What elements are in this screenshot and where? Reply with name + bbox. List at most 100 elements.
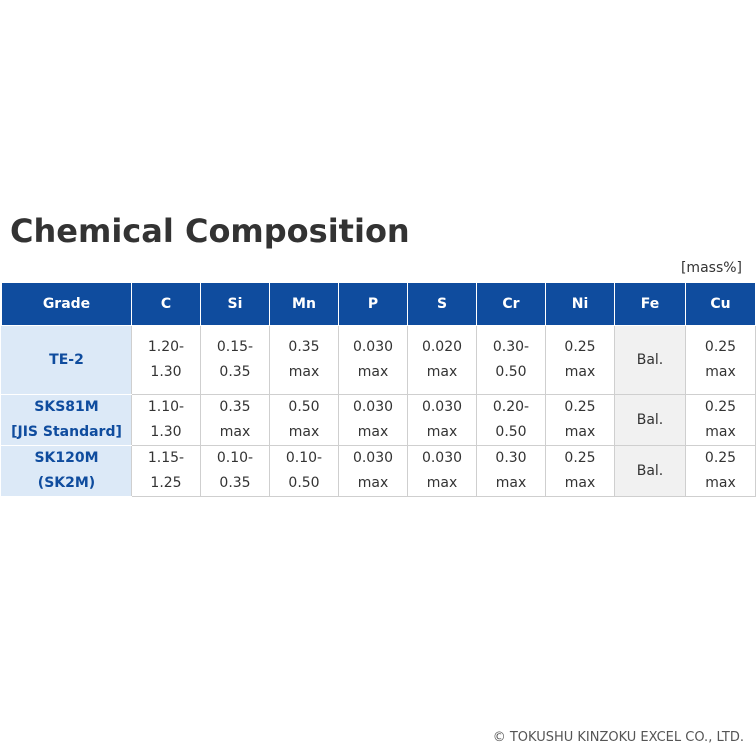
value-line: max xyxy=(357,424,389,440)
header-cu: Cu xyxy=(685,282,756,326)
value-line: 0.25 xyxy=(564,339,596,355)
value-line: 0.030 xyxy=(421,399,463,415)
grade-standard: [JIS Standard] xyxy=(11,424,122,440)
grade-alias: (SK2M) xyxy=(37,475,96,491)
value-line: max xyxy=(564,424,596,440)
cell-p: 0.030 max xyxy=(338,394,408,446)
value-line: max xyxy=(426,475,458,491)
value-line: max xyxy=(288,424,320,440)
value-line: 0.030 xyxy=(421,450,463,466)
value-line: max xyxy=(357,364,389,380)
cell-s: 0.030 max xyxy=(407,394,477,446)
value-line: 0.50 xyxy=(288,399,320,415)
cell-ni: 0.25 max xyxy=(545,394,615,446)
cell-fe: Bal. xyxy=(614,325,686,395)
value-line: 0.50 xyxy=(288,475,320,491)
value-line: 1.10- xyxy=(147,399,185,415)
cell-ni: 0.25 max xyxy=(545,445,615,497)
cell-cu: 0.25 max xyxy=(685,394,756,446)
value-line: 0.35 xyxy=(219,399,251,415)
value-line: 0.25 xyxy=(564,399,596,415)
value-line: 0.35 xyxy=(219,364,251,380)
header-c: C xyxy=(131,282,201,326)
cell-si: 0.10- 0.35 xyxy=(200,445,270,497)
value-line: 0.30- xyxy=(492,339,530,355)
value-line: 0.10- xyxy=(285,450,323,466)
value-line: 0.25 xyxy=(704,450,737,466)
value-line: 0.30 xyxy=(495,450,527,466)
cell-fe: Bal. xyxy=(614,445,686,497)
header-s: S xyxy=(407,282,477,326)
cell-fe: Bal. xyxy=(614,394,686,446)
cell-cr: 0.30- 0.50 xyxy=(476,325,546,395)
value-line: 1.25 xyxy=(150,475,182,491)
value-line: 0.15- xyxy=(216,339,254,355)
cell-s: 0.020 max xyxy=(407,325,477,395)
value-line: 0.25 xyxy=(704,339,737,355)
value-line: 0.35 xyxy=(288,339,320,355)
value-line: Bal. xyxy=(636,462,664,479)
grade-name: TE-2 xyxy=(49,351,84,368)
value-line: 0.35 xyxy=(219,475,251,491)
cell-cu: 0.25 max xyxy=(685,445,756,497)
value-line: 0.020 xyxy=(421,339,463,355)
value-line: 1.30 xyxy=(150,424,182,440)
value-line: max xyxy=(564,364,596,380)
page-title: Chemical Composition xyxy=(10,212,410,250)
value-line: 0.50 xyxy=(495,364,527,380)
copyright-notice: © TOKUSHU KINZOKU EXCEL CO., LTD. xyxy=(492,730,744,745)
grade-cell: TE-2 xyxy=(1,325,132,395)
table-header-row: Grade C Si Mn P S Cr Ni Fe Cu xyxy=(1,282,756,326)
value-line: Bal. xyxy=(636,411,664,428)
value-line: 0.030 xyxy=(352,450,394,466)
value-line: 0.25 xyxy=(564,450,596,466)
value-line: max xyxy=(288,364,320,380)
table-row: SKS81M [JIS Standard] 1.10- 1.30 0.35 max … xyxy=(1,394,756,446)
value-line: max xyxy=(426,364,458,380)
header-fe: Fe xyxy=(614,282,686,326)
cell-mn: 0.35 max xyxy=(269,325,339,395)
header-grade: Grade xyxy=(1,282,132,326)
value-line: 0.25 xyxy=(704,399,737,415)
value-line: 0.030 xyxy=(352,399,394,415)
cell-si: 0.15- 0.35 xyxy=(200,325,270,395)
table-row: SK120M (SK2M) 1.15- 1.25 0.10- 0.35 0.10- 0… xyxy=(1,445,756,497)
composition-table: Grade C Si Mn P S Cr Ni Fe Cu TE-2 1.20-… xyxy=(1,282,756,497)
cell-mn: 0.10- 0.50 xyxy=(269,445,339,497)
header-ni: Ni xyxy=(545,282,615,326)
table-row: TE-2 1.20- 1.30 0.15- 0.35 0.35 max 0.030 ma… xyxy=(1,325,756,395)
cell-cu: 0.25 max xyxy=(685,325,756,395)
value-line: 0.10- xyxy=(216,450,254,466)
value-line: 1.30 xyxy=(150,364,182,380)
value-line: 1.20- xyxy=(147,339,185,355)
value-line: max xyxy=(495,475,527,491)
cell-si: 0.35 max xyxy=(200,394,270,446)
value-line: max xyxy=(219,424,251,440)
cell-c: 1.10- 1.30 xyxy=(131,394,201,446)
value-line: 0.030 xyxy=(352,339,394,355)
value-line: max xyxy=(705,475,736,491)
grade-name: SKS81M xyxy=(34,399,99,415)
cell-p: 0.030 max xyxy=(338,325,408,395)
cell-s: 0.030 max xyxy=(407,445,477,497)
value-line: max xyxy=(705,364,736,380)
value-line: 0.20- xyxy=(492,399,530,415)
grade-cell: SK120M (SK2M) xyxy=(1,445,132,497)
cell-mn: 0.50 max xyxy=(269,394,339,446)
grade-name: SK120M xyxy=(34,450,99,466)
cell-ni: 0.25 max xyxy=(545,325,615,395)
value-line: 1.15- xyxy=(147,450,185,466)
grade-cell: SKS81M [JIS Standard] xyxy=(1,394,132,446)
value-line: max xyxy=(357,475,389,491)
cell-p: 0.030 max xyxy=(338,445,408,497)
header-p: P xyxy=(338,282,408,326)
header-mn: Mn xyxy=(269,282,339,326)
value-line: max xyxy=(705,424,736,440)
cell-c: 1.15- 1.25 xyxy=(131,445,201,497)
value-line: max xyxy=(426,424,458,440)
unit-label: [mass%] xyxy=(680,260,742,276)
header-cr: Cr xyxy=(476,282,546,326)
value-line: max xyxy=(564,475,596,491)
cell-cr: 0.20- 0.50 xyxy=(476,394,546,446)
cell-cr: 0.30 max xyxy=(476,445,546,497)
